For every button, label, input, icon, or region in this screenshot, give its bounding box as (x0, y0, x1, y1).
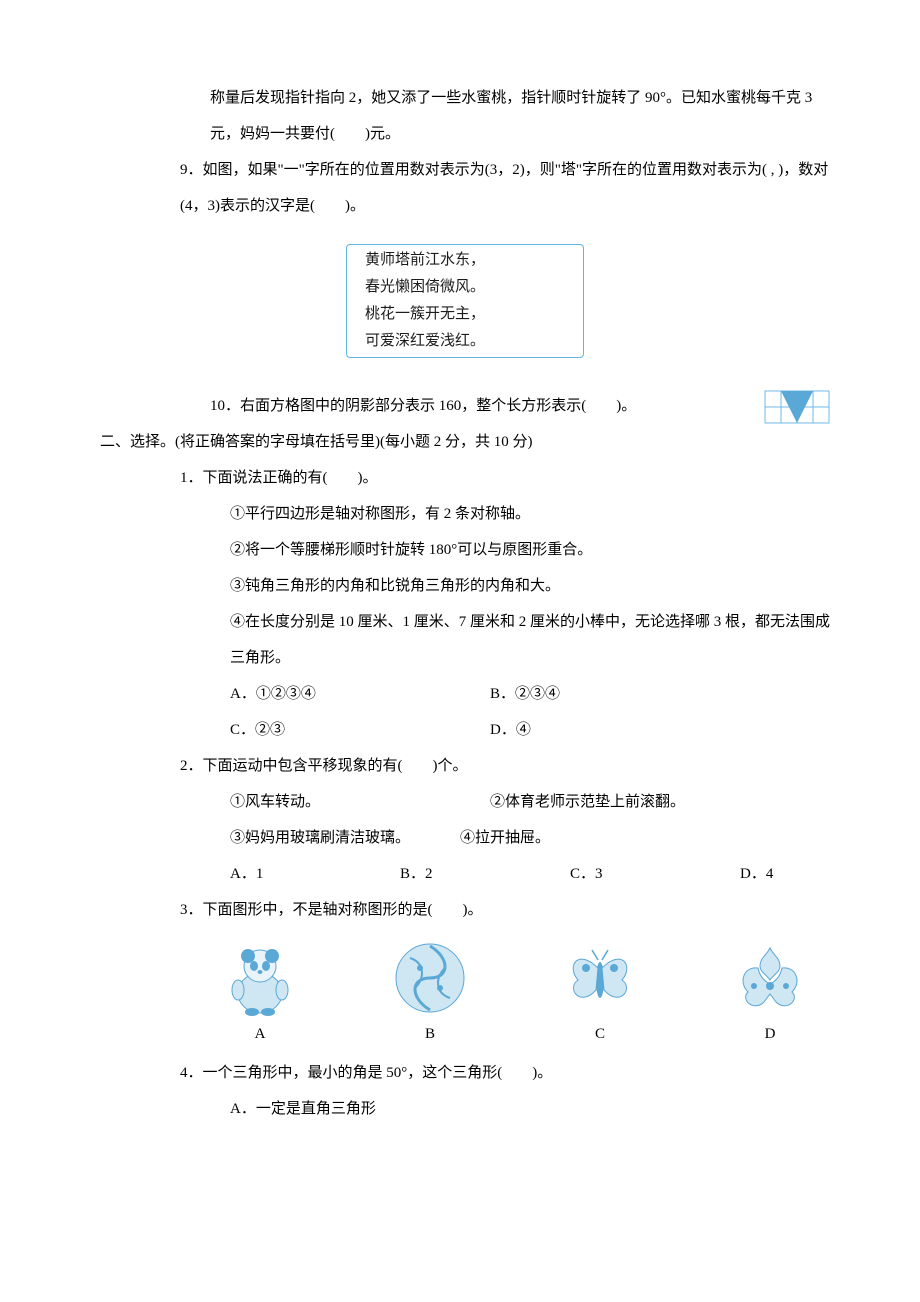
poem-line-4: 可爱深红爱浅红。 (365, 328, 565, 355)
s2-q1-choice-b: B．②③④ (490, 676, 560, 712)
s2-q2-item3: ③妈妈用玻璃刷清洁玻璃。 (230, 820, 460, 856)
s2-q1-opt1: ①平行四边形是轴对称图形，有 2 条对称轴。 (100, 496, 830, 532)
s2-q4-choice-a: A．一定是直角三角形 (100, 1091, 830, 1127)
q8-continuation: 称量后发现指针指向 2，她又添了一些水蜜桃，指针顺时针旋转了 90°。已知水蜜桃… (100, 80, 830, 152)
s2-q3-images: A B C (100, 938, 830, 1045)
s2-q4-stem: 4．一个三角形中，最小的角是 50°，这个三角形( )。 (100, 1055, 830, 1091)
s2-q2-choice-c: C．3 (570, 856, 740, 892)
poem-line-3: 桃花一簇开无主， (365, 301, 565, 328)
section-2-heading: 二、选择。(将正确答案的字母填在括号里)(每小题 2 分，共 10 分) (100, 424, 830, 460)
s2-q2-choice-a: A．1 (230, 856, 400, 892)
poem-line-2: 春光懒困倚微风。 (365, 274, 565, 301)
s2-q2-choice-d: D．4 (740, 856, 773, 892)
s2-q3-label-c: C (595, 1024, 605, 1045)
q10-stem: 10．右面方格图中的阴影部分表示 160，整个长方形表示( )。 (100, 388, 758, 424)
s2-q1-opt3: ③钝角三角形的内角和比锐角三角形的内角和大。 (100, 568, 830, 604)
ornament-icon (730, 938, 810, 1018)
s2-q1-choice-c: C．②③ (230, 712, 490, 748)
grid-triangle-figure (764, 390, 830, 424)
s2-q1-opt4: ④在长度分别是 10 厘米、1 厘米、7 厘米和 2 厘米的小棒中，无论选择哪 … (100, 604, 830, 676)
poem-box: 黄师塔前江水东， 春光懒困倚微风。 桃花一簇开无主， 可爱深红爱浅红。 (346, 244, 584, 358)
s2-q3-label-d: D (765, 1024, 776, 1045)
s2-q3-stem: 3．下面图形中，不是轴对称图形的是( )。 (100, 892, 830, 928)
s2-q2-item2: ②体育老师示范垫上前滚翻。 (490, 784, 685, 820)
s2-q1-stem: 1．下面说法正确的有( )。 (100, 460, 830, 496)
butterfly-icon (560, 938, 640, 1018)
poem-line-1: 黄师塔前江水东， (365, 247, 565, 274)
s2-q2-item4: ④拉开抽屉。 (460, 820, 550, 856)
s2-q2-item1: ①风车转动。 (230, 784, 490, 820)
s2-q3-label-a: A (255, 1024, 266, 1045)
panda-icon (220, 938, 300, 1018)
s2-q3-label-b: B (425, 1024, 435, 1045)
s2-q2-choice-b: B．2 (400, 856, 570, 892)
q9-stem: 9．如图，如果"一"字所在的位置用数对表示为(3，2)，则"塔"字所在的位置用数… (100, 152, 830, 224)
s2-q1-choice-d: D．④ (490, 712, 531, 748)
s2-q1-choice-a: A．①②③④ (230, 676, 490, 712)
swirl-ball-icon (390, 938, 470, 1018)
s2-q2-stem: 2．下面运动中包含平移现象的有( )个。 (100, 748, 830, 784)
s2-q1-opt2: ②将一个等腰梯形顺时针旋转 180°可以与原图形重合。 (100, 532, 830, 568)
